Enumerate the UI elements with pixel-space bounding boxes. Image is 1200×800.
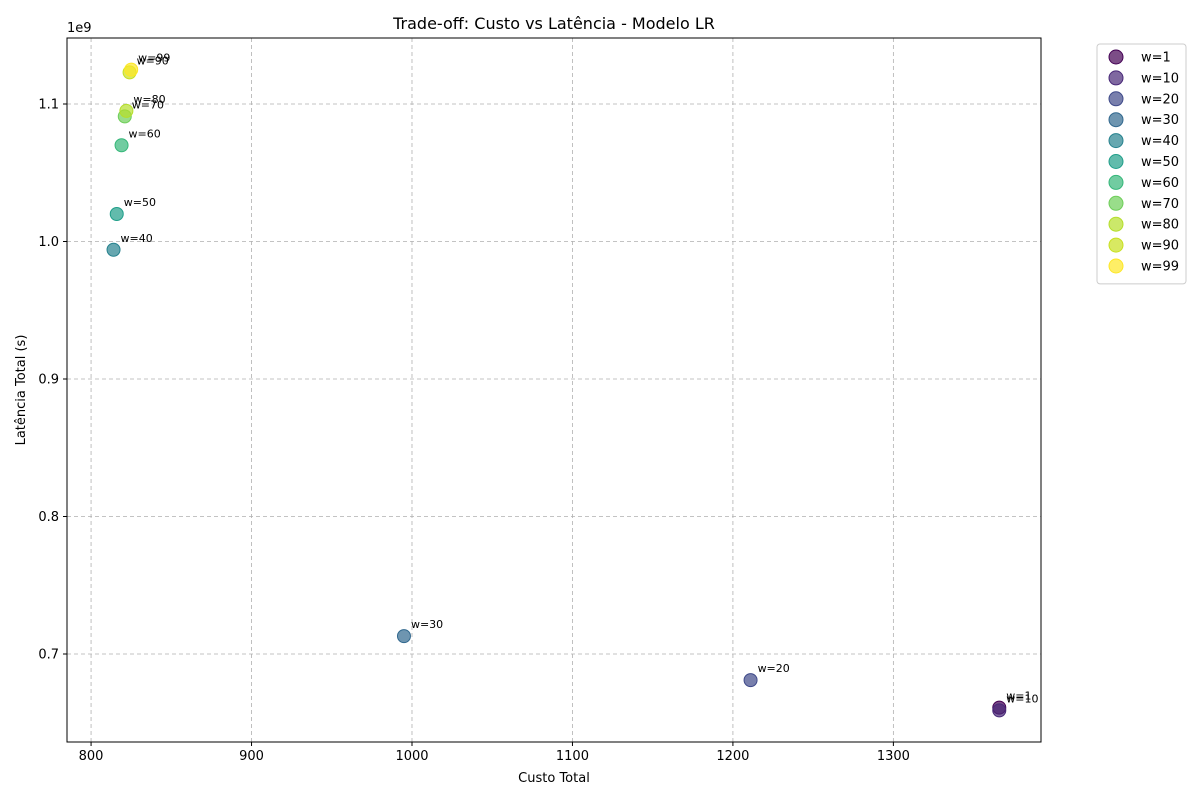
- y-axis-label: Latência Total (s): [14, 335, 29, 446]
- legend-entry: w=99: [1141, 260, 1179, 275]
- legend-entry: w=50: [1141, 155, 1179, 170]
- legend-marker: [1108, 154, 1124, 169]
- data-label: w=90: [137, 54, 169, 67]
- legend-marker: [1108, 216, 1124, 232]
- x-tick-label: 1100: [556, 749, 589, 764]
- legend-entry: w=60: [1141, 176, 1179, 191]
- data-label: w=20: [758, 662, 790, 675]
- y-axis-offset-label: 1e9: [67, 21, 92, 36]
- legend-entry: w=30: [1141, 113, 1179, 128]
- legend-marker: [1108, 133, 1124, 149]
- y-tick-label: 0.8: [38, 510, 59, 525]
- y-tick-label: 0.7: [38, 648, 59, 663]
- data-label: w=1: [1006, 690, 1031, 703]
- x-tick-label: 1200: [716, 749, 749, 764]
- data-point: [106, 242, 121, 257]
- point-labels: w=1w=10 w=20 w=30 w=40 w=50 w=60 w=70w=80 w=90w…: [121, 52, 1039, 706]
- data-point: [396, 629, 411, 644]
- chart-title: Trade-off: Custo vs Latência - Modelo LR: [392, 14, 715, 33]
- legend-entry: w=70: [1141, 197, 1179, 212]
- data-point: [124, 62, 139, 77]
- y-tick-label: 1.1: [38, 98, 59, 113]
- legend-entry: w=80: [1141, 218, 1179, 233]
- data-label: w=70: [132, 98, 164, 111]
- legend-entry: w=20: [1141, 92, 1179, 107]
- legend-entry: w=40: [1141, 134, 1179, 149]
- legend-marker: [1108, 70, 1124, 86]
- data-label: w=99: [138, 52, 170, 65]
- grid: [67, 38, 1041, 742]
- x-tick-label: 1000: [395, 749, 428, 764]
- legend-marker: [1108, 49, 1124, 65]
- data-point: [109, 207, 124, 221]
- legend-entry: w=90: [1141, 239, 1179, 254]
- y-tick-label: 1.0: [38, 235, 59, 250]
- x-tick-label: 800: [79, 749, 104, 764]
- axis-ticks: 800 900 1000 1100 1200 1300 0.7 0.8 0.9 1.0 1.1: [38, 98, 910, 765]
- legend-marker: [1108, 258, 1124, 274]
- data-label: w=60: [129, 127, 161, 140]
- legend: w=1 w=10 w=20 w=30 w=40 w=50 w=60 w=70 w=80 w=90 w…: [1096, 43, 1187, 285]
- x-tick-label: 1300: [877, 749, 910, 764]
- x-tick-label: 900: [239, 749, 264, 764]
- data-label: w=50: [124, 196, 156, 209]
- y-tick-label: 0.9: [38, 373, 59, 388]
- legend-marker: [1108, 195, 1124, 211]
- legend-marker: [1108, 237, 1124, 253]
- data-label: w=10: [1006, 692, 1038, 705]
- x-axis-label: Custo Total: [518, 771, 590, 786]
- legend-entry: w=10: [1141, 71, 1179, 86]
- legend-marker: [1108, 91, 1124, 107]
- legend-marker: [1108, 112, 1124, 128]
- data-label: w=40: [121, 232, 153, 245]
- data-point: [992, 703, 1007, 718]
- plot-area-frame: [66, 37, 1042, 743]
- legend-entry: w=1: [1141, 51, 1171, 66]
- data-points: [106, 62, 1007, 718]
- data-label: w=80: [133, 93, 165, 106]
- data-point: [114, 138, 129, 153]
- data-label: w=30: [411, 618, 443, 631]
- data-point: [119, 103, 134, 118]
- data-point: [743, 673, 758, 688]
- legend-marker: [1108, 174, 1124, 190]
